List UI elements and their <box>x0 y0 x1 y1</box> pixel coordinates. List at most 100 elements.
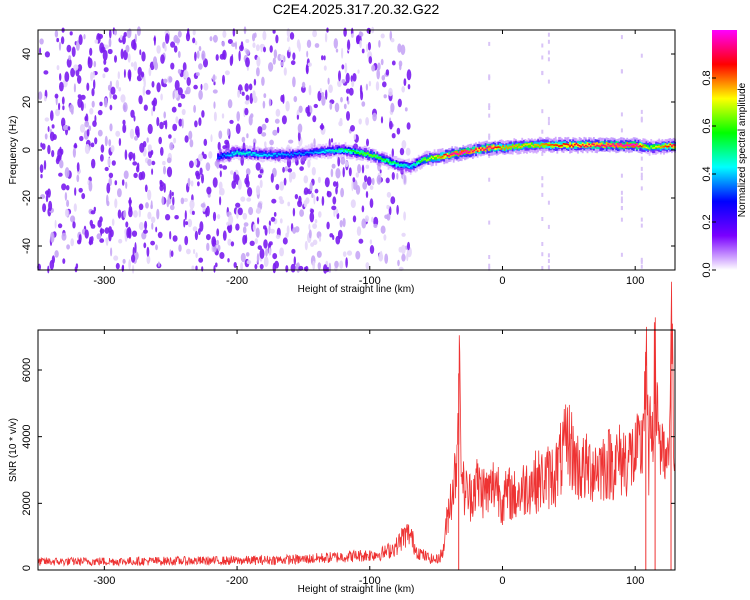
spectrogram-ridge-cell <box>545 142 547 147</box>
spectrogram-y-label: Frequency (Hz) <box>8 116 19 185</box>
spectrogram-noise-speck <box>541 242 544 246</box>
spectrogram-ridge-cell <box>537 144 539 146</box>
spectrogram-noise-speck <box>66 199 70 207</box>
spectrogram-ridge-cell <box>457 153 460 155</box>
spectrogram-noise-speck <box>150 149 154 156</box>
spectrogram-ridge-cell <box>338 148 340 150</box>
snr-series-line <box>37 281 676 567</box>
spectrogram-noise-speck <box>160 93 163 101</box>
spectrogram-noise-speck <box>184 235 189 246</box>
spectrogram-noise-speck <box>108 172 114 179</box>
spectrogram-ridge-cell <box>475 148 477 150</box>
spectrogram-ridge-cell <box>656 146 659 148</box>
spectrogram-ridge-cell <box>647 147 649 149</box>
spectrogram-noise-speck <box>319 124 325 130</box>
spectrogram-ridge-cell <box>636 143 638 150</box>
spectrogram-noise-speck <box>193 249 196 254</box>
spectrogram-ridge-cell <box>607 143 610 146</box>
spectrogram-noise-speck <box>400 244 406 255</box>
snr-x-label: Height of straight line (km) <box>298 584 415 595</box>
spectrogram-noise-speck <box>340 96 343 103</box>
spectrogram-ridge-cell <box>323 151 326 154</box>
spectrogram-noise-speck <box>120 48 124 60</box>
spectrogram-noise-speck <box>620 35 623 40</box>
spectrogram-noise-speck <box>547 253 550 258</box>
spectrogram-ridge-cell <box>599 145 602 148</box>
spectrogram-ridge-cell <box>597 143 600 147</box>
spectrogram-noise-speck <box>44 117 50 122</box>
spectrogram-ridge-cell <box>572 145 575 148</box>
spectrogram-noise-speck <box>311 192 314 199</box>
spectrogram-noise-speck <box>364 215 370 223</box>
spectrogram-noise-speck <box>102 49 108 61</box>
spectrogram-ridge-cell <box>435 155 438 157</box>
spectrogram-noise-speck <box>361 218 367 229</box>
spectrogram-ridge-cell <box>472 150 474 153</box>
spectrogram-ridge-cell <box>499 146 501 148</box>
spectrogram-noise-speck <box>301 81 306 89</box>
spectrogram-ridge-cell <box>226 154 229 157</box>
spectrogram-ridge-cell <box>344 148 347 151</box>
spectrogram-ridge-cell <box>395 162 398 165</box>
spectrogram-noise-speck <box>183 198 188 202</box>
spectrogram-noise-speck <box>262 30 267 41</box>
spectrogram-noise-speck <box>620 196 623 201</box>
spectrogram-noise-speck <box>337 229 343 240</box>
spectrogram-noise-speck <box>115 262 120 270</box>
x-tick-label: 100 <box>626 575 644 587</box>
spectrogram-noise-speck <box>88 180 93 192</box>
spectrogram-noise-speck <box>43 70 49 75</box>
spectrogram-noise-speck <box>295 156 299 166</box>
snr-x-axis: -300 -200 -100 0 100 <box>93 330 644 587</box>
spectrogram-noise-speck <box>183 69 189 79</box>
spectrogram-noise-speck <box>407 84 411 90</box>
spectrogram-noise-speck <box>541 192 544 197</box>
spectrogram-ridge-cell <box>503 148 506 150</box>
spectrogram-noise-speck <box>199 167 203 175</box>
spectrogram-ridge-cell <box>522 144 525 147</box>
spectrogram-ridge-cell <box>643 144 646 148</box>
spectrogram-noise-speck <box>156 208 160 220</box>
spectrogram-ridge-cell <box>264 154 267 156</box>
spectrogram-noise-speck <box>350 75 353 82</box>
spectrogram-noise-speck <box>286 27 291 38</box>
spectrogram-noise-speck <box>255 227 260 238</box>
spectrogram-ridge-cell <box>315 151 318 154</box>
spectrogram-noise-speck <box>337 156 341 167</box>
spectrogram-ridge-cell <box>328 149 331 151</box>
spectrogram-ridge-cell <box>467 151 469 154</box>
spectrogram-noise-speck <box>170 41 176 48</box>
spectrogram-ridge-cell <box>260 153 262 157</box>
spectrogram-ridge-cell <box>519 145 522 148</box>
spectrogram-noise-speck <box>127 69 132 80</box>
spectrogram-ridge-cell <box>327 150 329 152</box>
spectrogram-noise-speck <box>231 42 236 47</box>
spectrogram-noise-speck <box>110 86 116 95</box>
spectrogram-noise-speck <box>319 88 322 93</box>
spectrogram-noise-speck <box>206 234 211 241</box>
spectrogram-noise-speck <box>131 230 138 237</box>
spectrogram-noise-speck <box>105 237 109 246</box>
spectrogram-noise-speck <box>133 210 138 218</box>
spectrogram-noise-speck <box>208 151 213 159</box>
spectrogram-noise-speck <box>259 169 264 174</box>
spectrogram-noise-speck <box>242 226 247 234</box>
spectrogram-noise-speck <box>361 205 365 213</box>
spectrogram-noise-speck <box>133 172 138 179</box>
spectrogram-ridge-cell <box>411 165 414 169</box>
spectrogram-noise-speck <box>294 194 299 200</box>
spectrogram-noise-speck <box>187 28 190 37</box>
spectrogram-noise-speck <box>73 203 77 212</box>
spectrogram-noise-speck <box>184 210 187 221</box>
spectrogram-noise-speck <box>372 112 377 122</box>
spectrogram-noise-speck <box>386 204 390 210</box>
spectrogram-noise-speck <box>61 96 65 105</box>
spectrogram-ridge-cell <box>221 153 224 157</box>
spectrogram-ridge-cell <box>507 147 509 150</box>
spectrogram-ridge-cell <box>260 155 262 157</box>
y-tick-label: 0 <box>21 565 33 571</box>
spectrogram-noise-speck <box>289 32 295 40</box>
spectrogram-noise-speck <box>274 260 279 269</box>
spectrogram-noise-speck <box>263 225 267 230</box>
spectrogram-noise-speck <box>194 159 198 167</box>
